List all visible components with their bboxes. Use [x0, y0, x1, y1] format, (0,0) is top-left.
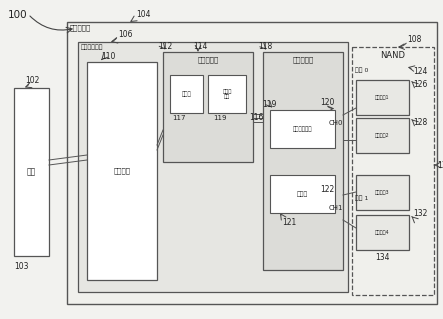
Text: 通道 1: 通道 1: [355, 195, 369, 201]
Bar: [67, 22, 437, 304]
Text: 114: 114: [193, 42, 207, 51]
Text: 100: 100: [8, 10, 27, 20]
Text: CH0: CH0: [329, 120, 343, 126]
Text: 快闪转换层: 快闪转换层: [198, 56, 219, 63]
Text: 存储芯覇2: 存储芯覇2: [375, 133, 390, 138]
Text: 存储芯覇1: 存储芯覇1: [375, 95, 390, 100]
Bar: [170, 75, 203, 113]
Text: 124: 124: [413, 67, 427, 76]
Text: 专用集成电路: 专用集成电路: [81, 44, 104, 49]
Text: 120: 120: [320, 98, 334, 107]
Text: 主机: 主机: [27, 167, 36, 176]
Text: 130: 130: [437, 160, 443, 169]
Text: 132: 132: [413, 209, 427, 218]
Bar: [263, 52, 343, 270]
Text: 103: 103: [14, 262, 28, 271]
Text: 查找表
引擎: 查找表 引擎: [222, 89, 232, 100]
Text: 128: 128: [413, 118, 427, 127]
Text: 134: 134: [375, 253, 390, 262]
Text: 106: 106: [118, 30, 132, 39]
Bar: [352, 47, 434, 295]
Bar: [208, 75, 246, 113]
Text: CH1: CH1: [329, 205, 343, 211]
Bar: [356, 175, 409, 210]
Text: 110: 110: [101, 52, 115, 61]
Text: 102: 102: [25, 76, 39, 85]
Text: 主机接口: 主机接口: [113, 168, 131, 174]
Bar: [78, 42, 348, 292]
Bar: [14, 88, 49, 256]
Text: 查找表: 查找表: [182, 91, 191, 97]
Text: 通道 0: 通道 0: [355, 67, 369, 73]
Text: 存储芯覇3: 存储芯覇3: [375, 190, 390, 195]
Text: 固态驱动器: 固态驱动器: [70, 24, 91, 31]
Text: 存储芯覇4: 存储芯覇4: [375, 230, 390, 235]
Bar: [270, 175, 335, 213]
Bar: [356, 118, 409, 153]
Text: 119: 119: [262, 100, 276, 109]
Text: 126: 126: [413, 80, 427, 89]
Bar: [356, 215, 409, 250]
Text: 121: 121: [282, 218, 296, 227]
Text: 108: 108: [407, 35, 421, 44]
Bar: [87, 62, 157, 280]
Text: 快闪接口层: 快闪接口层: [292, 56, 314, 63]
Text: 119: 119: [213, 115, 226, 121]
Bar: [356, 80, 409, 115]
Text: 116: 116: [249, 114, 264, 122]
Text: 112: 112: [158, 42, 172, 51]
Text: 控制件: 控制件: [297, 191, 308, 197]
Text: NAND: NAND: [381, 51, 405, 60]
Text: 104: 104: [136, 10, 151, 19]
Text: 122: 122: [320, 185, 334, 194]
Bar: [270, 110, 335, 148]
Bar: [163, 52, 253, 162]
Text: 中干处理单元: 中干处理单元: [293, 126, 312, 132]
Text: 118: 118: [258, 42, 272, 51]
Text: 117: 117: [172, 115, 186, 121]
